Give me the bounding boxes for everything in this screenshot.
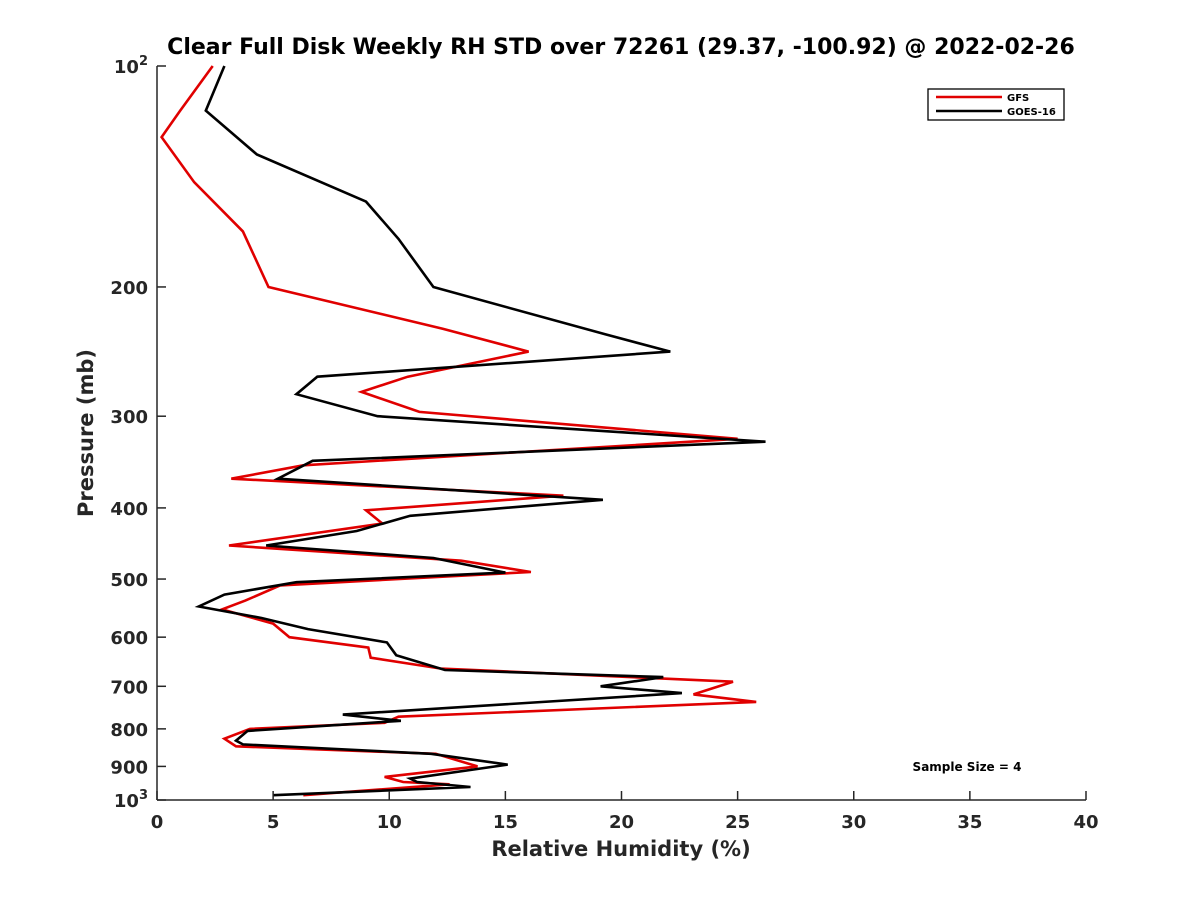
y-tick-label: 700 <box>110 677 148 698</box>
chart-title: Clear Full Disk Weekly RH STD over 72261… <box>167 35 1075 60</box>
x-tick-label: 5 <box>267 812 280 833</box>
x-tick-label: 25 <box>725 812 750 833</box>
series-line-goes-16 <box>194 65 766 797</box>
x-tick-label: 20 <box>609 812 634 833</box>
plot-area <box>160 65 766 797</box>
x-axis-label: Relative Humidity (%) <box>491 837 750 861</box>
legend-label: GFS <box>1007 93 1029 104</box>
y-tick-label: 102 <box>114 54 148 78</box>
x-tick-label: 35 <box>957 812 982 833</box>
legend-label: GOES-16 <box>1007 107 1056 118</box>
legend-box <box>927 88 1065 121</box>
x-tick-label: 15 <box>493 812 518 833</box>
x-tick-label: 10 <box>377 812 402 833</box>
y-tick-label: 103 <box>114 788 148 812</box>
x-tick-label: 40 <box>1073 812 1098 833</box>
y-tick-label: 800 <box>110 720 148 741</box>
y-tick-label: 200 <box>110 278 148 299</box>
x-axis: 0 5 10 15 20 25 30 35 40 <box>151 791 1099 833</box>
y-tick-label: 500 <box>110 570 148 591</box>
y-tick-label: 300 <box>110 407 148 428</box>
y-tick-label: 400 <box>110 499 148 520</box>
x-tick-label: 30 <box>841 812 866 833</box>
sample-size-annotation: Sample Size = 4 <box>913 760 1022 774</box>
y-tick-label: 600 <box>110 628 148 649</box>
y-axis-label: Pressure (mb) <box>74 349 98 517</box>
legend: GFS GOES-16 <box>927 88 1065 121</box>
x-tick-label: 0 <box>151 812 164 833</box>
y-tick-label: 900 <box>110 757 148 778</box>
series-line-gfs <box>160 65 757 797</box>
y-axis: 102 200 300 400 500 600 700 800 900 103 <box>110 54 166 812</box>
